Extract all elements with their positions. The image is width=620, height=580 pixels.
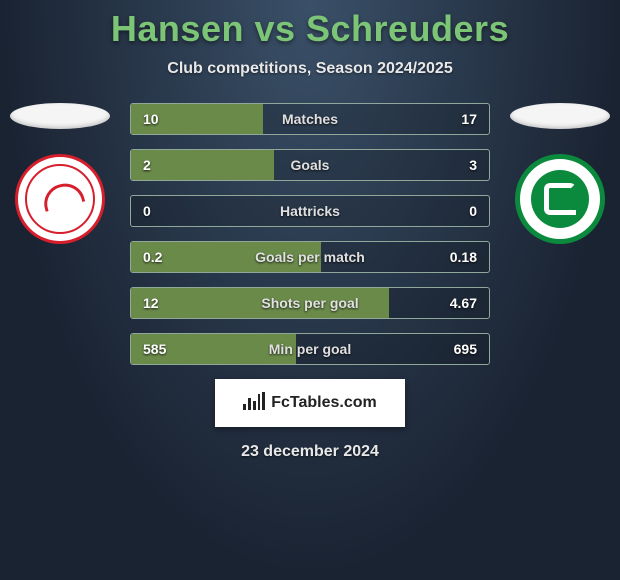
stat-left-value: 0.2: [143, 249, 162, 265]
right-flag-icon: [510, 103, 610, 129]
stat-right-value: 3: [469, 157, 477, 173]
stat-row: 585 Min per goal 695: [130, 333, 490, 365]
stats-bars: 10 Matches 17 2 Goals 3 0 Hattricks 0 0.2 Goals pe…: [120, 103, 500, 365]
almere-city-crest-icon: [25, 164, 95, 234]
stat-label: Shots per goal: [261, 295, 358, 311]
stat-right-value: 17: [461, 111, 477, 127]
subtitle: Club competitions, Season 2024/2025: [167, 60, 452, 78]
stat-label: Min per goal: [269, 341, 351, 357]
stat-fill-bar: [131, 150, 274, 180]
page-title: Hansen vs Schreuders: [111, 8, 509, 50]
stat-right-value: 0: [469, 203, 477, 219]
stat-label: Goals: [291, 157, 330, 173]
stat-label: Hattricks: [280, 203, 340, 219]
stat-right-value: 0.18: [450, 249, 477, 265]
stat-left-value: 2: [143, 157, 151, 173]
stat-row: 0 Hattricks 0: [130, 195, 490, 227]
right-player-col: [500, 103, 620, 244]
stat-row: 2 Goals 3: [130, 149, 490, 181]
fc-groningen-crest-icon: [531, 170, 589, 228]
infographic-container: Hansen vs Schreuders Club competitions, …: [0, 0, 620, 580]
stat-left-value: 10: [143, 111, 159, 127]
stat-row: 10 Matches 17: [130, 103, 490, 135]
left-player-col: [0, 103, 120, 244]
source-brand-text: FcTables.com: [271, 394, 377, 412]
source-logo: FcTables.com: [215, 379, 405, 427]
stat-left-value: 585: [143, 341, 166, 357]
stat-right-value: 4.67: [450, 295, 477, 311]
stat-right-value: 695: [454, 341, 477, 357]
comparison-row: 10 Matches 17 2 Goals 3 0 Hattricks 0 0.2 Goals pe…: [0, 103, 620, 365]
stat-label: Matches: [282, 111, 338, 127]
right-club-badge: [515, 154, 605, 244]
left-flag-icon: [10, 103, 110, 129]
stat-row: 12 Shots per goal 4.67: [130, 287, 490, 319]
stat-label: Goals per match: [255, 249, 365, 265]
footer-date: 23 december 2024: [241, 443, 379, 461]
fctables-chart-icon: [243, 392, 265, 414]
stat-left-value: 0: [143, 203, 151, 219]
stat-row: 0.2 Goals per match 0.18: [130, 241, 490, 273]
left-club-badge: [15, 154, 105, 244]
stat-left-value: 12: [143, 295, 159, 311]
